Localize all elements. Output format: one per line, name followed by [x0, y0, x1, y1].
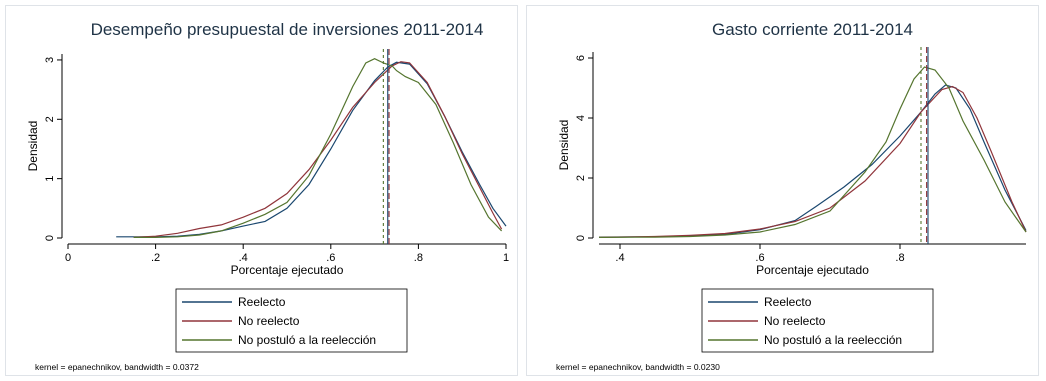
- y-tick-label: 2: [575, 175, 587, 181]
- y-tick-label: 6: [575, 55, 587, 61]
- y-tick-label: 3: [44, 57, 56, 63]
- kernel-note: kernel = epanechnikov, bandwidth = 0.023…: [556, 362, 720, 372]
- y-tick-label: 0: [575, 235, 587, 241]
- density-chart-right: Gasto corriente 2011-2014 .4 .6 .8 0 2 4 6 Porce…: [556, 20, 1027, 372]
- y-axis-title: Densidad: [557, 120, 571, 171]
- chart-panel-left: Desempeño presupuestal de inversiones 20…: [5, 5, 518, 376]
- legend-label-0: Reelecto: [764, 295, 812, 309]
- density-curve-2: [598, 66, 1027, 238]
- legend-label-1: No reelecto: [764, 314, 826, 328]
- y-tick-label: 1: [44, 176, 56, 182]
- x-tick-label: .6: [326, 252, 335, 264]
- y-tick-label: 0: [44, 235, 56, 241]
- x-tick-label: .8: [414, 252, 423, 264]
- legend-label-2: No postuló a la reelección: [238, 333, 376, 347]
- x-tick-label: .6: [755, 252, 764, 264]
- legend-label-1: No reelecto: [238, 314, 300, 328]
- chart-title: Gasto corriente 2011-2014: [712, 20, 913, 39]
- y-tick-label: 2: [44, 116, 56, 122]
- legend: Reelecto No reelecto No postuló a la reele…: [701, 288, 934, 353]
- density-curve-1: [133, 61, 503, 238]
- legend-label-2: No postuló a la reelección: [764, 333, 902, 347]
- x-axis-title: Porcentaje ejecutado: [231, 263, 344, 277]
- x-axis-title: Porcentaje ejecutado: [756, 263, 869, 277]
- x-tick-label: .4: [615, 252, 624, 264]
- x-tick-label: .2: [151, 252, 160, 264]
- density-curve-2: [133, 58, 503, 238]
- chart-panel-right: Gasto corriente 2011-2014 .4 .6 .8 0 2 4 6 Porce…: [526, 5, 1039, 376]
- density-curve-1: [598, 85, 1027, 238]
- x-tick-label: .4: [239, 252, 248, 264]
- legend-label-0: Reelecto: [238, 295, 286, 309]
- legend: Reelecto No reelecto No postuló a la reele…: [175, 288, 408, 353]
- x-tick-label: 1: [503, 252, 509, 264]
- y-axis-title: Densidad: [26, 121, 40, 172]
- y-tick-label: 4: [575, 115, 587, 121]
- density-curve-0: [116, 61, 507, 238]
- kernel-note: kernel = epanechnikov, bandwidth = 0.037…: [35, 362, 199, 372]
- chart-title: Desempeño presupuestal de inversiones 20…: [91, 20, 484, 39]
- x-tick-label: .8: [895, 252, 904, 264]
- x-tick-label: 0: [65, 252, 71, 264]
- density-chart-left: Desempeño presupuestal de inversiones 20…: [26, 20, 509, 372]
